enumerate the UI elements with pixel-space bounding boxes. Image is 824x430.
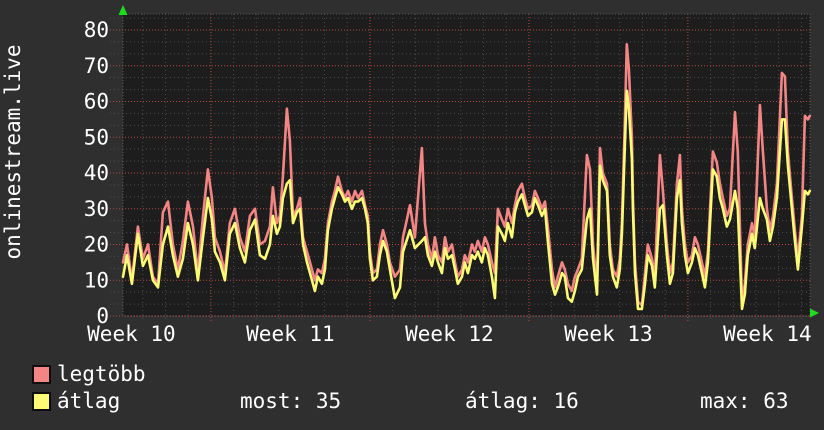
y-tick-label: 10 bbox=[84, 268, 109, 292]
x-tick-label: Week 10 bbox=[87, 322, 176, 346]
legend-label-legtobb: legtöbb bbox=[57, 362, 146, 386]
stat-most: most: 35 bbox=[240, 389, 342, 413]
y-tick-label: 30 bbox=[84, 197, 109, 221]
y-tick-label: 0 bbox=[96, 304, 109, 328]
stat-max: max: 63 bbox=[700, 389, 789, 413]
legend-swatch-legtobb bbox=[32, 365, 51, 384]
x-axis-labels: Week 10 Week 11 Week 12 Week 13 Week 14 bbox=[87, 322, 811, 346]
y-tick-label: 20 bbox=[84, 233, 109, 257]
y-tick-label: 60 bbox=[84, 90, 109, 114]
x-axis-arrow-icon bbox=[810, 308, 819, 318]
x-tick-label: Week 11 bbox=[246, 322, 335, 346]
x-tick-label: Week 12 bbox=[405, 322, 494, 346]
x-tick-label: Week 14 bbox=[723, 322, 812, 346]
y-tick-label: 50 bbox=[84, 125, 109, 149]
y-tick-label: 70 bbox=[84, 54, 109, 78]
y-tick-label: 40 bbox=[84, 161, 109, 185]
stat-atlag: átlag: 16 bbox=[465, 389, 579, 413]
y-axis-labels: 0 10 20 30 40 50 60 70 80 bbox=[84, 18, 109, 328]
plot-border bbox=[122, 13, 811, 317]
x-tick-label: Week 13 bbox=[564, 322, 653, 346]
legend-swatch-atlag bbox=[32, 392, 51, 411]
series-avg-line bbox=[121, 89, 812, 311]
legend-label-atlag: átlag bbox=[57, 389, 121, 413]
y-tick-label: 80 bbox=[84, 18, 109, 42]
y-axis-arrow-icon bbox=[118, 5, 128, 15]
